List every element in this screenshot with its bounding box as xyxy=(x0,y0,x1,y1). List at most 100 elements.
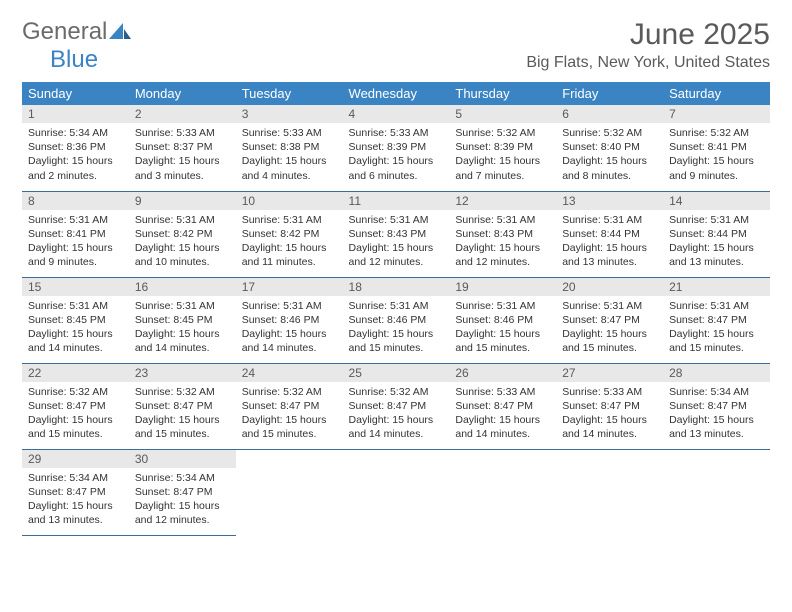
calendar-header-row: SundayMondayTuesdayWednesdayThursdayFrid… xyxy=(22,82,770,105)
sunset-text: Sunset: 8:41 PM xyxy=(28,227,123,241)
daylight-text: Daylight: 15 hours and 8 minutes. xyxy=(562,154,657,182)
sunrise-text: Sunrise: 5:33 AM xyxy=(135,126,230,140)
day-number: 24 xyxy=(236,364,343,382)
day-number: 26 xyxy=(449,364,556,382)
day-details: Sunrise: 5:32 AMSunset: 8:47 PMDaylight:… xyxy=(236,382,343,448)
daylight-text: Daylight: 15 hours and 15 minutes. xyxy=(562,327,657,355)
day-details: Sunrise: 5:32 AMSunset: 8:40 PMDaylight:… xyxy=(556,123,663,189)
calendar-day-cell: 4Sunrise: 5:33 AMSunset: 8:39 PMDaylight… xyxy=(343,105,450,191)
day-details: Sunrise: 5:33 AMSunset: 8:47 PMDaylight:… xyxy=(556,382,663,448)
sunset-text: Sunset: 8:36 PM xyxy=(28,140,123,154)
sunset-text: Sunset: 8:47 PM xyxy=(562,399,657,413)
daylight-text: Daylight: 15 hours and 3 minutes. xyxy=(135,154,230,182)
calendar-empty-cell xyxy=(236,449,343,535)
sunrise-text: Sunrise: 5:32 AM xyxy=(669,126,764,140)
sunset-text: Sunset: 8:38 PM xyxy=(242,140,337,154)
calendar-day-cell: 9Sunrise: 5:31 AMSunset: 8:42 PMDaylight… xyxy=(129,191,236,277)
sunset-text: Sunset: 8:44 PM xyxy=(562,227,657,241)
daylight-text: Daylight: 15 hours and 13 minutes. xyxy=(562,241,657,269)
day-details: Sunrise: 5:31 AMSunset: 8:46 PMDaylight:… xyxy=(449,296,556,362)
calendar-day-cell: 25Sunrise: 5:32 AMSunset: 8:47 PMDayligh… xyxy=(343,363,450,449)
day-details: Sunrise: 5:32 AMSunset: 8:47 PMDaylight:… xyxy=(343,382,450,448)
sunrise-text: Sunrise: 5:34 AM xyxy=(135,471,230,485)
logo-text-blue: Blue xyxy=(50,46,98,73)
sunset-text: Sunset: 8:47 PM xyxy=(349,399,444,413)
sunset-text: Sunset: 8:47 PM xyxy=(562,313,657,327)
sunset-text: Sunset: 8:37 PM xyxy=(135,140,230,154)
day-number: 8 xyxy=(22,192,129,210)
calendar-day-cell: 3Sunrise: 5:33 AMSunset: 8:38 PMDaylight… xyxy=(236,105,343,191)
daylight-text: Daylight: 15 hours and 12 minutes. xyxy=(455,241,550,269)
day-number: 10 xyxy=(236,192,343,210)
day-number: 5 xyxy=(449,105,556,123)
sunset-text: Sunset: 8:46 PM xyxy=(455,313,550,327)
day-number: 3 xyxy=(236,105,343,123)
title-block: June 2025 Big Flats, New York, United St… xyxy=(526,18,770,72)
day-details: Sunrise: 5:31 AMSunset: 8:46 PMDaylight:… xyxy=(343,296,450,362)
calendar-day-cell: 5Sunrise: 5:32 AMSunset: 8:39 PMDaylight… xyxy=(449,105,556,191)
daylight-text: Daylight: 15 hours and 9 minutes. xyxy=(28,241,123,269)
daylight-text: Daylight: 15 hours and 14 minutes. xyxy=(242,327,337,355)
sunrise-text: Sunrise: 5:31 AM xyxy=(562,213,657,227)
sunrise-text: Sunrise: 5:31 AM xyxy=(562,299,657,313)
day-number: 14 xyxy=(663,192,770,210)
weekday-header: Monday xyxy=(129,82,236,105)
day-details: Sunrise: 5:34 AMSunset: 8:47 PMDaylight:… xyxy=(129,468,236,534)
sunrise-text: Sunrise: 5:33 AM xyxy=(455,385,550,399)
day-details: Sunrise: 5:33 AMSunset: 8:39 PMDaylight:… xyxy=(343,123,450,189)
sunrise-text: Sunrise: 5:32 AM xyxy=(349,385,444,399)
calendar-day-cell: 22Sunrise: 5:32 AMSunset: 8:47 PMDayligh… xyxy=(22,363,129,449)
daylight-text: Daylight: 15 hours and 15 minutes. xyxy=(242,413,337,441)
daylight-text: Daylight: 15 hours and 6 minutes. xyxy=(349,154,444,182)
daylight-text: Daylight: 15 hours and 15 minutes. xyxy=(135,413,230,441)
day-number: 4 xyxy=(343,105,450,123)
sunrise-text: Sunrise: 5:34 AM xyxy=(28,126,123,140)
day-details: Sunrise: 5:31 AMSunset: 8:44 PMDaylight:… xyxy=(663,210,770,276)
sunrise-text: Sunrise: 5:31 AM xyxy=(242,213,337,227)
weekday-header: Saturday xyxy=(663,82,770,105)
calendar-day-cell: 26Sunrise: 5:33 AMSunset: 8:47 PMDayligh… xyxy=(449,363,556,449)
day-number: 22 xyxy=(22,364,129,382)
sunrise-text: Sunrise: 5:33 AM xyxy=(349,126,444,140)
day-number: 20 xyxy=(556,278,663,296)
daylight-text: Daylight: 15 hours and 15 minutes. xyxy=(455,327,550,355)
calendar-day-cell: 7Sunrise: 5:32 AMSunset: 8:41 PMDaylight… xyxy=(663,105,770,191)
sunset-text: Sunset: 8:45 PM xyxy=(28,313,123,327)
sunset-text: Sunset: 8:47 PM xyxy=(455,399,550,413)
calendar-day-cell: 11Sunrise: 5:31 AMSunset: 8:43 PMDayligh… xyxy=(343,191,450,277)
sunset-text: Sunset: 8:47 PM xyxy=(28,399,123,413)
day-details: Sunrise: 5:33 AMSunset: 8:47 PMDaylight:… xyxy=(449,382,556,448)
daylight-text: Daylight: 15 hours and 14 minutes. xyxy=(349,413,444,441)
daylight-text: Daylight: 15 hours and 12 minutes. xyxy=(135,499,230,527)
calendar-body: 1Sunrise: 5:34 AMSunset: 8:36 PMDaylight… xyxy=(22,105,770,535)
weekday-header: Friday xyxy=(556,82,663,105)
day-details: Sunrise: 5:34 AMSunset: 8:36 PMDaylight:… xyxy=(22,123,129,189)
sunset-text: Sunset: 8:43 PM xyxy=(455,227,550,241)
calendar-day-cell: 14Sunrise: 5:31 AMSunset: 8:44 PMDayligh… xyxy=(663,191,770,277)
daylight-text: Daylight: 15 hours and 14 minutes. xyxy=(135,327,230,355)
header: GeneralBlue June 2025 Big Flats, New Yor… xyxy=(22,18,770,74)
sunrise-text: Sunrise: 5:31 AM xyxy=(669,299,764,313)
day-details: Sunrise: 5:31 AMSunset: 8:46 PMDaylight:… xyxy=(236,296,343,362)
weekday-header: Thursday xyxy=(449,82,556,105)
day-details: Sunrise: 5:32 AMSunset: 8:39 PMDaylight:… xyxy=(449,123,556,189)
sunset-text: Sunset: 8:39 PM xyxy=(455,140,550,154)
daylight-text: Daylight: 15 hours and 12 minutes. xyxy=(349,241,444,269)
daylight-text: Daylight: 15 hours and 13 minutes. xyxy=(669,413,764,441)
sunrise-text: Sunrise: 5:31 AM xyxy=(349,299,444,313)
day-details: Sunrise: 5:31 AMSunset: 8:42 PMDaylight:… xyxy=(129,210,236,276)
day-details: Sunrise: 5:31 AMSunset: 8:43 PMDaylight:… xyxy=(449,210,556,276)
sunrise-text: Sunrise: 5:32 AM xyxy=(28,385,123,399)
calendar-week-row: 8Sunrise: 5:31 AMSunset: 8:41 PMDaylight… xyxy=(22,191,770,277)
daylight-text: Daylight: 15 hours and 13 minutes. xyxy=(669,241,764,269)
daylight-text: Daylight: 15 hours and 15 minutes. xyxy=(669,327,764,355)
calendar-week-row: 22Sunrise: 5:32 AMSunset: 8:47 PMDayligh… xyxy=(22,363,770,449)
day-details: Sunrise: 5:32 AMSunset: 8:41 PMDaylight:… xyxy=(663,123,770,189)
daylight-text: Daylight: 15 hours and 13 minutes. xyxy=(28,499,123,527)
sunset-text: Sunset: 8:45 PM xyxy=(135,313,230,327)
calendar-empty-cell xyxy=(343,449,450,535)
daylight-text: Daylight: 15 hours and 14 minutes. xyxy=(455,413,550,441)
day-number: 13 xyxy=(556,192,663,210)
day-details: Sunrise: 5:31 AMSunset: 8:41 PMDaylight:… xyxy=(22,210,129,276)
logo: GeneralBlue xyxy=(22,18,131,74)
